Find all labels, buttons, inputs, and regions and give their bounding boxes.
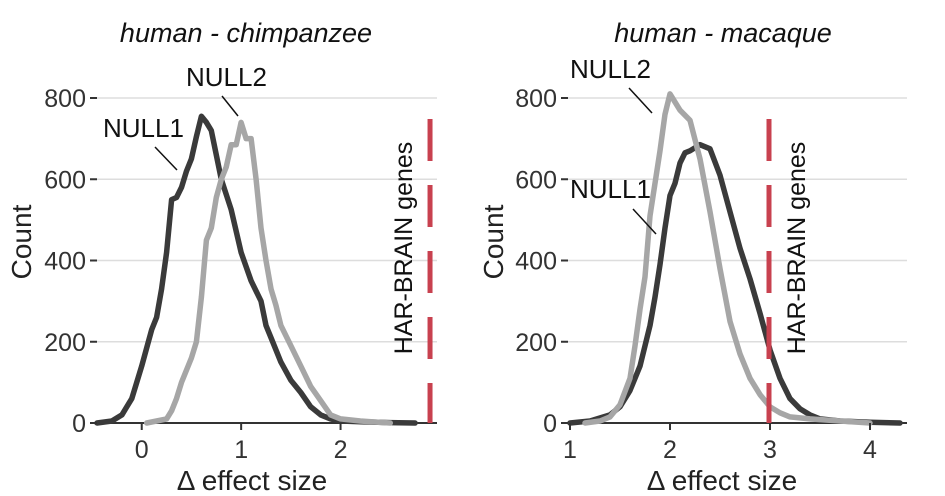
vline-label: HAR-BRAIN genes xyxy=(783,142,811,355)
annotation-null2-pointer xyxy=(221,95,239,117)
x-tick-label: 2 xyxy=(334,436,348,464)
y-tick-label: 400 xyxy=(515,248,557,276)
y-tick-label: 800 xyxy=(515,85,557,113)
annotation-null1-pointer xyxy=(154,146,178,171)
y-tick-label: 800 xyxy=(44,85,86,113)
chart-title: human - chimpanzee xyxy=(120,18,372,48)
x-tick-label: 0 xyxy=(135,436,149,464)
x-tick-label: 3 xyxy=(763,436,777,464)
x-tick-label: 1 xyxy=(563,436,577,464)
annotation-null1: NULL1 xyxy=(103,113,184,143)
x-axis-label: Δ effect size xyxy=(647,465,798,496)
y-tick-label: 400 xyxy=(44,248,86,276)
chart-title: human - macaque xyxy=(614,18,832,48)
y-axis-label: Count xyxy=(6,204,37,279)
y-tick-label: 0 xyxy=(543,410,557,438)
series-line-null1 xyxy=(567,141,903,426)
chart-panel-human-macaque: human - macaque 0 200 400 600 800 1 2 3 4 Count… xyxy=(478,18,907,496)
x-tick-label: 4 xyxy=(863,436,877,464)
annotation-null2: NULL2 xyxy=(186,62,267,92)
annotation-null1: NULL1 xyxy=(570,174,651,204)
annotation-null1-pointer xyxy=(632,208,657,235)
y-tick-label: 600 xyxy=(515,166,557,194)
series-line-null1 xyxy=(94,113,418,426)
y-tick-label: 200 xyxy=(44,329,86,357)
series-line-null2 xyxy=(582,91,873,426)
x-tick-label: 2 xyxy=(663,436,677,464)
y-axis-label: Count xyxy=(478,204,509,279)
y-tick-label: 600 xyxy=(44,166,86,194)
x-axis-label: Δ effect size xyxy=(177,465,328,496)
series-line-null2 xyxy=(143,119,394,426)
chart-panel-human-chimpanzee: human - chimpanzee 0 200 400 600 800 0 1 2 Cou… xyxy=(6,18,437,496)
annotation-null2: NULL2 xyxy=(570,54,651,84)
vline-label: HAR-BRAIN genes xyxy=(390,142,418,355)
x-tick-label: 1 xyxy=(234,436,248,464)
annotation-null2-pointer xyxy=(628,87,653,114)
y-tick-label: 200 xyxy=(515,329,557,357)
y-tick-label: 0 xyxy=(72,410,86,438)
